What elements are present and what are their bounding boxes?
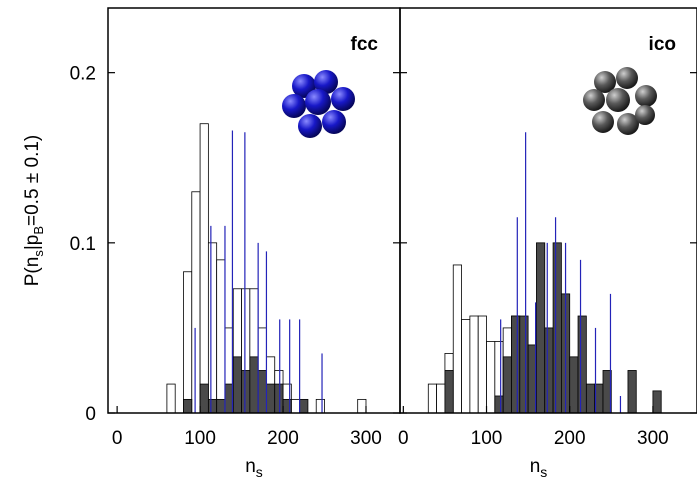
histogram-bar [552,242,562,414]
histogram-bar [544,327,554,414]
histogram-bar [315,398,325,414]
x-tick-label: 100 [471,428,503,449]
ico-cluster-icon [583,67,657,135]
histogram-bar [494,395,504,414]
histogram-bar [585,383,596,414]
histogram-bar [461,319,471,414]
histogram-bar [436,383,446,414]
y-axis-label: P(ns|pB=0.5 ± 0.1) [22,135,46,287]
x-tick-label: 0 [112,428,123,449]
histogram-bar [502,356,512,414]
x-axis-label: ns [530,456,548,480]
histogram-bar [199,123,209,414]
histogram-bar [627,370,637,414]
y-tick-label: 0 [85,404,96,425]
histogram-bar [249,356,259,414]
histogram-bar [452,264,462,414]
x-tick-label: 300 [350,428,382,449]
histogram-bar [511,315,521,414]
y-label-part: |p [22,235,43,251]
x-tick-label: 200 [554,428,586,449]
histogram-bar [652,390,662,414]
histogram-bar [216,259,226,414]
histogram-bar [577,315,587,414]
x-label-main: n [245,456,256,477]
histogram-bar [274,383,284,414]
x-axis-label: ns [245,456,263,480]
y-tick-label: 0.1 [70,234,96,255]
histogram-bar [232,356,242,414]
y-label-sub: B [31,226,46,235]
histogram-bar [191,191,201,414]
histogram-bar [183,271,193,414]
panel-label: fcc [351,34,379,55]
histogram-bar [299,398,309,414]
histogram-bar [241,370,251,414]
x-label-sub: s [256,464,263,480]
histogram-bar [569,356,579,414]
plot-frame [399,7,697,414]
histogram-bar [486,341,496,414]
fcc-cluster-icon [282,70,355,138]
histogram-bar [357,398,367,414]
histogram-bar [207,398,218,414]
histogram-bar [207,242,218,414]
histogram-bar [444,370,454,414]
histogram-bar [266,383,276,414]
histogram-bar [216,398,226,414]
histogram-bar [199,383,209,414]
x-label-sub: s [540,464,547,480]
y-label-sub: s [31,250,46,257]
x-label-main: n [530,456,541,477]
x-tick-label: 200 [267,428,299,449]
x-tick-label: 100 [184,428,216,449]
histogram-bar [519,315,529,414]
x-tick-label: 300 [637,428,669,449]
histogram-bar [427,383,438,414]
panel: 0 100 200 300 ns ico [398,7,697,480]
y-label-part: =0.5 ± 0.1) [22,135,43,226]
y-tick-label: 0.2 [70,64,96,85]
x-tick-label: 0 [398,428,409,449]
histogram-bar [469,315,479,414]
histogram-bar [257,370,267,414]
y-label-part: P(n [22,257,43,287]
histogram-bar [183,398,193,414]
histogram-bar [477,315,487,414]
histogram-bar [166,383,176,414]
panel-label: ico [649,34,676,55]
histogram-bar [290,398,301,414]
histogram-bar [536,242,546,414]
